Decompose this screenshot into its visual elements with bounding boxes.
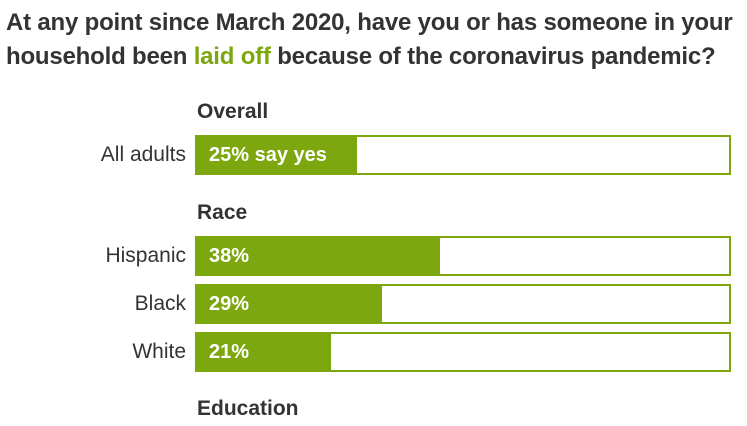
- section-education: Education: [197, 397, 299, 420]
- section-overall: Overall: [197, 100, 269, 123]
- title-highlight: laid off: [193, 43, 271, 70]
- data-label-white: 21%: [209, 341, 250, 363]
- data-label-all-adults: 25% say yes: [209, 144, 327, 166]
- chart-title: At any point since March 2020, have you …: [6, 6, 741, 74]
- row-label-hispanic: Hispanic: [105, 244, 186, 267]
- bar-track-hispanic: 38%: [195, 236, 731, 276]
- title-before: At any point since March 2020, have you …: [6, 9, 733, 70]
- bar-track-white: 21%: [195, 332, 731, 372]
- row-label-all-adults: All adults: [100, 143, 186, 166]
- section-race: Race: [197, 201, 248, 224]
- row-label-white: White: [132, 340, 186, 363]
- bar-track-black: 29%: [195, 284, 731, 324]
- bar-black: [197, 286, 382, 322]
- bar-track-all-adults: 25% say yes: [195, 135, 731, 175]
- row-label-black: Black: [134, 292, 186, 315]
- bar-hispanic: [197, 238, 440, 274]
- bar-all-adults: [197, 137, 357, 173]
- data-label-hispanic: 38%: [209, 245, 250, 267]
- title-after: because of the coronavirus pandemic?: [270, 43, 716, 70]
- data-label-black: 29%: [209, 293, 250, 315]
- bar-white: [197, 334, 331, 370]
